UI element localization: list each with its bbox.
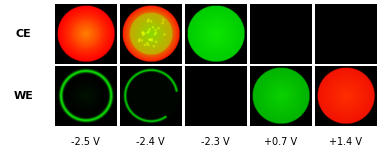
Text: +1.4 V: +1.4 V — [329, 137, 362, 147]
Text: -2.3 V: -2.3 V — [201, 137, 230, 147]
Text: -2.5 V: -2.5 V — [71, 137, 100, 147]
Text: CE: CE — [16, 29, 32, 39]
Text: +0.7 V: +0.7 V — [264, 137, 297, 147]
Text: -2.4 V: -2.4 V — [136, 137, 165, 147]
Text: WE: WE — [14, 91, 34, 101]
